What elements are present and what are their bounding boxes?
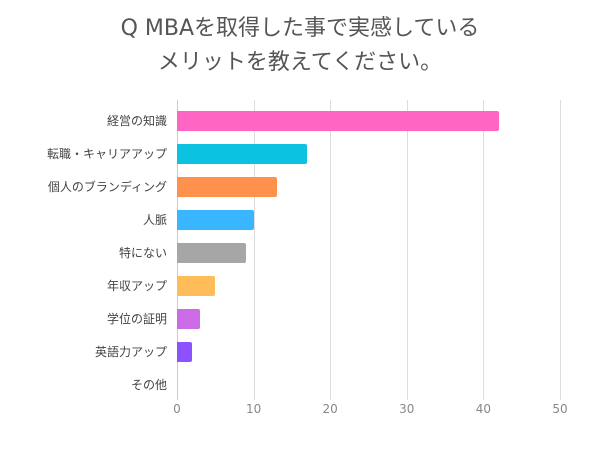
category-label: 個人のブランディング bbox=[47, 180, 167, 194]
chart-title-line-2: メリットを教えてください。 bbox=[157, 50, 443, 75]
x-tick-label: 50 bbox=[552, 402, 568, 416]
gridline bbox=[560, 100, 561, 400]
x-tick-label: 20 bbox=[322, 402, 338, 416]
gridline bbox=[483, 100, 485, 400]
category-label: 特にない bbox=[118, 246, 167, 260]
bar bbox=[177, 144, 308, 164]
bar bbox=[177, 276, 216, 296]
x-tick-label: 40 bbox=[475, 402, 492, 416]
chart-title: Q MBAを取得した事で実感している メリットを教えてください。 bbox=[0, 12, 600, 80]
bar bbox=[177, 210, 254, 230]
gridline bbox=[406, 100, 408, 400]
category-label: 経営の知識 bbox=[106, 114, 167, 128]
chart-title-line-1: Q MBAを取得した事で実感している bbox=[120, 16, 480, 41]
bar bbox=[177, 111, 499, 131]
plot-area bbox=[177, 100, 561, 400]
bar bbox=[177, 177, 277, 197]
x-tick-label: 30 bbox=[399, 402, 415, 416]
category-label: 年収アップ bbox=[106, 279, 167, 293]
bar bbox=[177, 309, 200, 329]
x-tick-label: 0 bbox=[173, 402, 181, 416]
category-label: 学位の証明 bbox=[106, 312, 167, 326]
bar bbox=[177, 342, 193, 362]
category-label: 英語力アップ bbox=[94, 345, 167, 359]
category-label: その他 bbox=[130, 378, 167, 392]
gridline bbox=[330, 100, 332, 400]
category-label: 転職・キャリアアップ bbox=[46, 147, 167, 161]
bar bbox=[177, 243, 246, 263]
category-label: 人脈 bbox=[142, 213, 167, 227]
gridline bbox=[253, 100, 255, 400]
x-tick-label: 10 bbox=[245, 402, 262, 416]
